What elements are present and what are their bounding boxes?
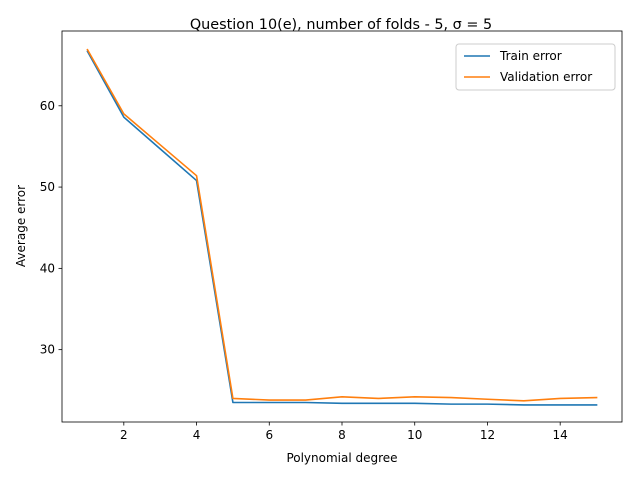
y-tick-label: 50 bbox=[40, 180, 55, 194]
legend: Train error Validation error bbox=[455, 43, 616, 91]
y-tick-label: 60 bbox=[40, 99, 55, 113]
x-tick-label: 8 bbox=[338, 428, 346, 442]
y-tick-label: 40 bbox=[40, 261, 55, 275]
axes-group: 2 4 6 8 10 12 14 30 40 50 60 bbox=[40, 30, 623, 442]
x-tick-label: 6 bbox=[265, 428, 273, 442]
plot-area bbox=[62, 31, 622, 422]
y-axis-label: Average error bbox=[14, 185, 28, 267]
legend-box bbox=[455, 43, 616, 91]
legend-label-train-error: Train error bbox=[499, 49, 562, 63]
y-tick-label: 30 bbox=[40, 343, 55, 357]
legend-label-validation-error: Validation error bbox=[500, 70, 592, 84]
x-tick-label: 10 bbox=[407, 428, 422, 442]
x-axis-label: Polynomial degree bbox=[286, 451, 397, 465]
chart-title: Question 10(e), number of folds - 5, σ =… bbox=[190, 17, 492, 33]
x-tick-label: 2 bbox=[120, 428, 128, 442]
x-tick-label: 14 bbox=[553, 428, 568, 442]
series-group bbox=[86, 48, 598, 406]
x-tick-label: 4 bbox=[193, 428, 201, 442]
plot-background bbox=[62, 31, 622, 422]
x-tick-label: 12 bbox=[480, 428, 495, 442]
